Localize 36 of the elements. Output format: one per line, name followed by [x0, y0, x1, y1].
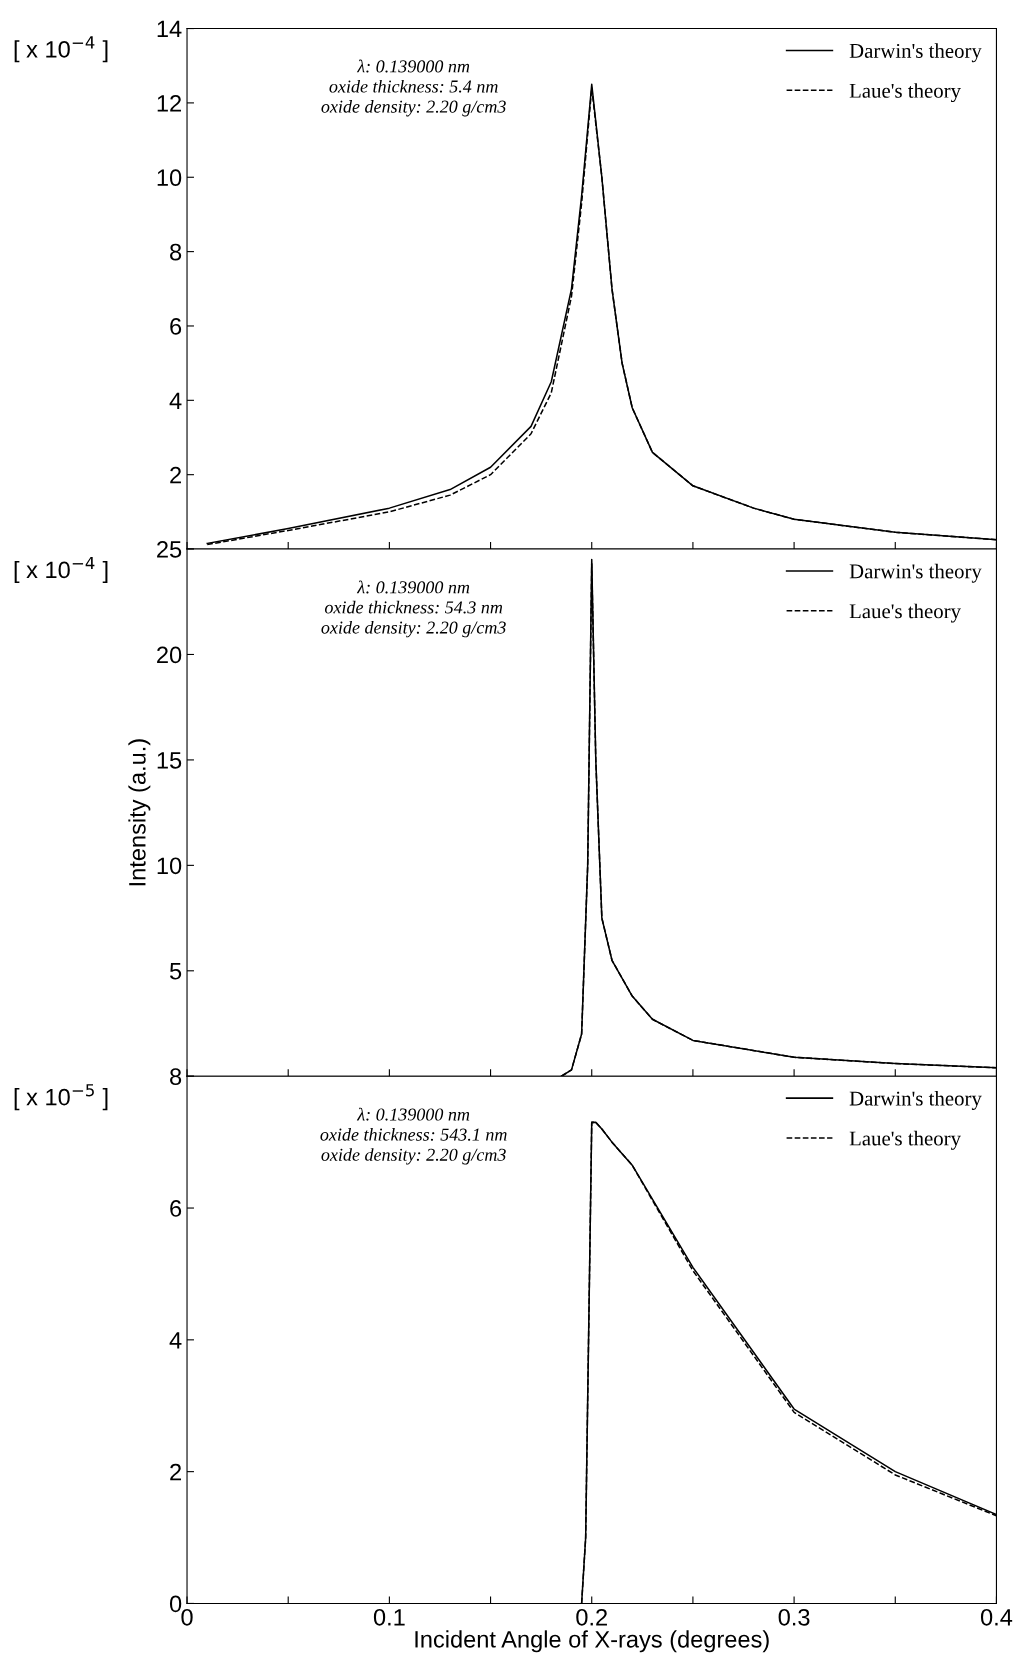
y-tick-label: 2: [170, 466, 181, 484]
text: [ x 10$^{−5}$ ]: [14, 1084, 108, 1111]
annotation: λ: 0.139000 nm oxide thickness: 54.3 nm oxide density: 2.20 g/cm3: [321, 580, 506, 638]
y-tick-label: 10: [157, 857, 182, 875]
text: [ x 10$^{−4}$ ]: [14, 556, 108, 583]
y-tick-label: 8: [170, 1068, 182, 1086]
y-tick-label: 10: [157, 169, 182, 187]
y-tick-label: 25: [157, 541, 182, 558]
text: [ x 10$^{−4}$ ]: [14, 36, 108, 63]
y-tick-label: 14: [157, 20, 182, 38]
legend-label: Darwin's theory: [849, 1090, 982, 1110]
y-tick-label: 4: [169, 1332, 182, 1349]
y-tick-label: 15: [157, 752, 182, 769]
x-tick-label: 0.3: [778, 1608, 810, 1626]
legend-label: Laue's theory: [849, 1130, 961, 1150]
legend-label: Darwin's theory: [849, 563, 982, 583]
y-tick-label: 2: [170, 1463, 181, 1481]
legend-label: Laue's theory: [849, 83, 961, 103]
y-tick-label: 20: [157, 646, 182, 664]
y-tick-label: 6: [170, 318, 182, 335]
legend-label: Laue's theory: [849, 603, 961, 623]
y-tick-label: 6: [170, 1200, 182, 1217]
y-tick-label: 8: [170, 243, 182, 261]
x-axis-title: Incident Angle of X-rays (degrees): [415, 1630, 769, 1653]
x-tick-label: 0.4: [980, 1608, 1013, 1626]
legend-label: Darwin's theory: [849, 43, 982, 63]
y-tick-label: 5: [169, 963, 182, 980]
x-tick-label: 0.1: [373, 1608, 405, 1626]
x-tick-label: 0.2: [576, 1608, 607, 1626]
y-tick-label: 4: [169, 392, 182, 409]
y-tick-label: 0: [169, 1595, 182, 1613]
y-tick-label: 12: [157, 94, 181, 112]
annotation: λ: 0.139000 nm oxide thickness: 5.4 nm oxide density: 2.20 g/cm3: [321, 59, 506, 117]
y-axis-title: Intensity (a.u.): [128, 739, 151, 886]
x-tick-label: 0: [181, 1608, 193, 1626]
annotation: λ: 0.139000 nm oxide thickness: 543.1 nm oxide density: 2.20 g/cm3: [320, 1107, 507, 1165]
